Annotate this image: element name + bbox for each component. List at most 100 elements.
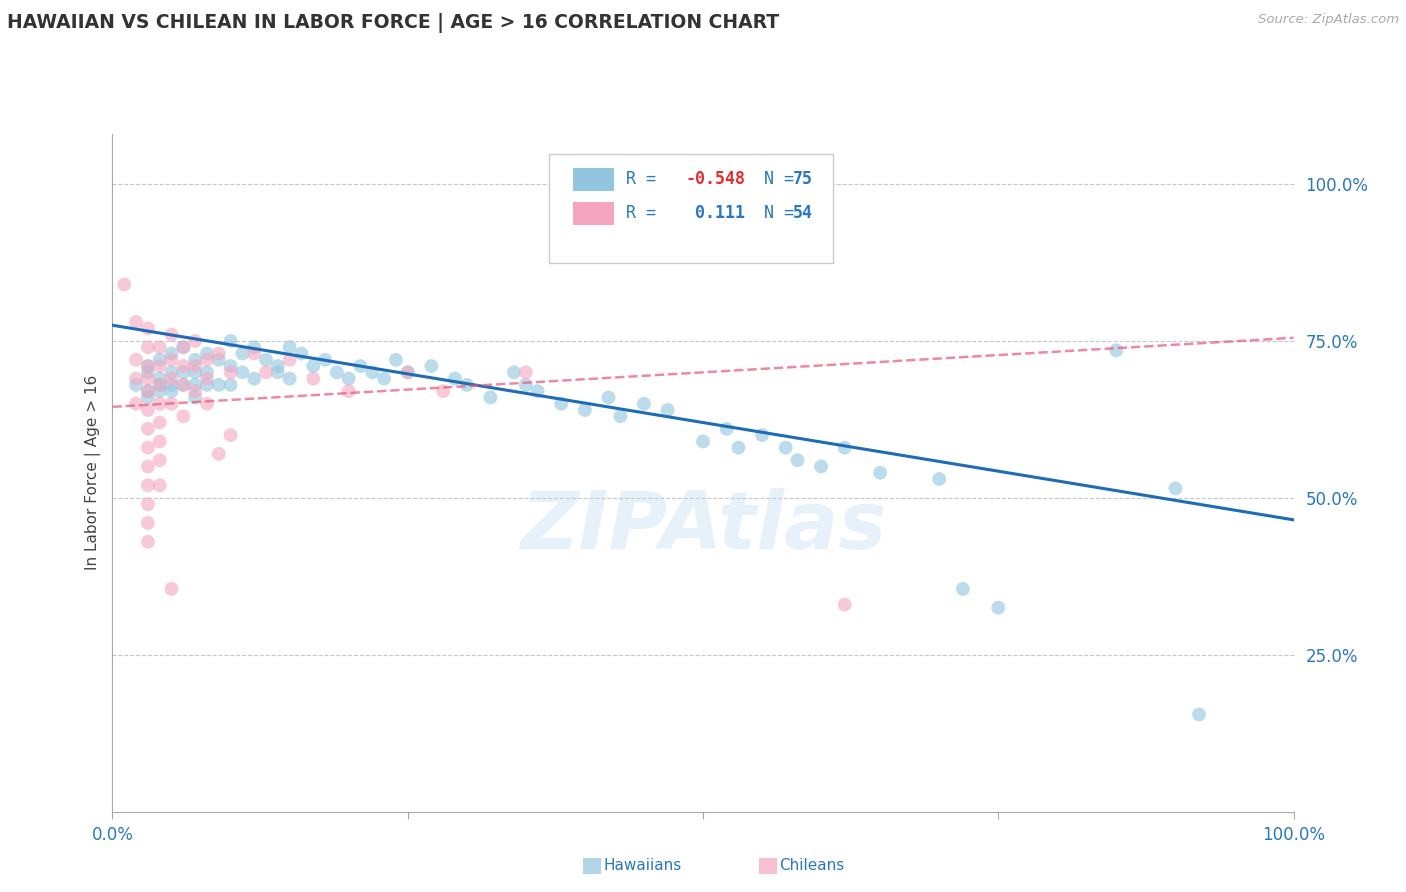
- Text: R =: R =: [626, 170, 666, 188]
- Point: [633, 397, 655, 411]
- Point: [160, 384, 183, 399]
- Point: [208, 447, 231, 461]
- Point: [125, 377, 148, 392]
- Point: [172, 340, 194, 354]
- Point: [125, 315, 148, 329]
- Point: [160, 352, 183, 367]
- Point: [184, 365, 207, 379]
- Point: [149, 384, 172, 399]
- Point: [195, 371, 218, 385]
- Point: [172, 340, 194, 354]
- Point: [172, 365, 194, 379]
- Point: [160, 365, 183, 379]
- Point: [125, 371, 148, 385]
- Point: [526, 384, 548, 399]
- Point: [396, 365, 419, 379]
- Point: [456, 377, 478, 392]
- Point: [160, 346, 183, 360]
- Point: [149, 371, 172, 385]
- Point: [515, 365, 537, 379]
- Point: [349, 359, 371, 373]
- Point: [657, 403, 679, 417]
- Point: [786, 453, 808, 467]
- Text: Source: ZipAtlas.com: Source: ZipAtlas.com: [1258, 13, 1399, 27]
- Point: [775, 441, 797, 455]
- Point: [254, 365, 277, 379]
- Point: [219, 359, 242, 373]
- Point: [172, 409, 194, 424]
- Point: [254, 352, 277, 367]
- Point: [160, 327, 183, 342]
- Point: [184, 334, 207, 348]
- Point: [834, 441, 856, 455]
- Point: [172, 377, 194, 392]
- Point: [149, 453, 172, 467]
- Point: [267, 365, 290, 379]
- Point: [136, 422, 159, 436]
- Point: [834, 598, 856, 612]
- Point: [136, 321, 159, 335]
- Y-axis label: In Labor Force | Age > 16: In Labor Force | Age > 16: [86, 376, 101, 570]
- Point: [184, 377, 207, 392]
- Point: [136, 441, 159, 455]
- Point: [195, 397, 218, 411]
- Point: [337, 384, 360, 399]
- Point: [314, 352, 336, 367]
- Point: [195, 377, 218, 392]
- Point: [172, 377, 194, 392]
- Point: [278, 371, 301, 385]
- Point: [231, 365, 253, 379]
- Point: [195, 365, 218, 379]
- Text: N =: N =: [744, 170, 804, 188]
- Point: [337, 371, 360, 385]
- Point: [184, 352, 207, 367]
- Point: [160, 377, 183, 392]
- Point: [149, 416, 172, 430]
- Text: ZIPAtlas: ZIPAtlas: [520, 488, 886, 566]
- Point: [420, 359, 443, 373]
- Point: [550, 397, 572, 411]
- FancyBboxPatch shape: [574, 202, 614, 226]
- Point: [869, 466, 891, 480]
- Text: N =: N =: [744, 204, 804, 222]
- Point: [952, 582, 974, 596]
- FancyBboxPatch shape: [550, 154, 832, 262]
- Point: [751, 428, 773, 442]
- Point: [219, 428, 242, 442]
- Point: [290, 346, 312, 360]
- Point: [1188, 707, 1211, 722]
- Point: [136, 384, 159, 399]
- Point: [302, 371, 325, 385]
- Point: [195, 352, 218, 367]
- Point: [432, 384, 454, 399]
- Point: [208, 346, 231, 360]
- Point: [149, 377, 172, 392]
- Point: [810, 459, 832, 474]
- Point: [278, 340, 301, 354]
- Point: [160, 582, 183, 596]
- Point: [125, 397, 148, 411]
- Point: [136, 497, 159, 511]
- Point: [149, 397, 172, 411]
- Point: [136, 516, 159, 530]
- Point: [184, 384, 207, 399]
- Point: [136, 371, 159, 385]
- Text: -0.548: -0.548: [685, 170, 745, 188]
- FancyBboxPatch shape: [574, 168, 614, 192]
- Text: 54: 54: [793, 204, 813, 222]
- Point: [479, 391, 502, 405]
- Point: [160, 371, 183, 385]
- Point: [219, 334, 242, 348]
- Point: [385, 352, 408, 367]
- Point: [243, 371, 266, 385]
- Point: [1105, 343, 1128, 358]
- Point: [444, 371, 467, 385]
- Point: [149, 359, 172, 373]
- Point: [219, 377, 242, 392]
- Point: [112, 277, 135, 292]
- Point: [149, 340, 172, 354]
- Point: [149, 377, 172, 392]
- Point: [136, 359, 159, 373]
- Point: [928, 472, 950, 486]
- Point: [727, 441, 749, 455]
